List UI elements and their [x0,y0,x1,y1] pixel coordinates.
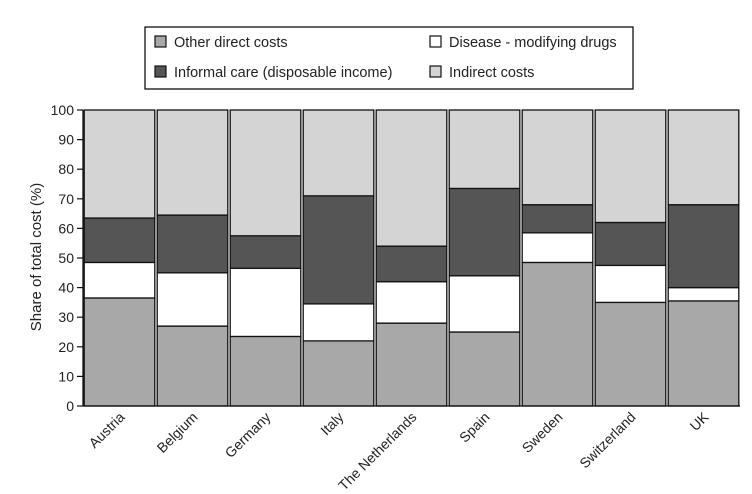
legend: Other direct costs Disease - modifying dr… [144,26,634,90]
bar-spain-informal-care-disposable-income [448,187,521,277]
bar-uk-disease-modifying-drugs [667,286,740,302]
y-tick-label-30: 30 [58,309,74,325]
y-axis-title: Share of total cost (%) [28,183,45,331]
y-tick-label-40: 40 [58,280,74,296]
legend-box [144,26,634,90]
bar-switzerland-disease-modifying-drugs [594,264,667,304]
bar-the-netherlands-other-direct-costs [375,322,448,407]
bar-germany-informal-care-disposable-income [229,235,302,270]
bar-uk-indirect-costs [667,109,740,206]
y-tick-label-80: 80 [58,161,74,177]
bar-group-the-netherlands [375,109,448,407]
bar-belgium-disease-modifying-drugs [156,272,229,327]
x-tick-label-italy: Italy [317,409,346,438]
plot-area [83,109,740,407]
x-tick-label-sweden: Sweden [519,409,566,456]
bar-sweden-other-direct-costs [521,261,594,407]
bar-uk-other-direct-costs [667,300,740,407]
bar-group-germany [229,109,302,407]
y-tick-label-50: 50 [58,250,74,266]
legend-swatch-other-direct-costs [154,35,167,48]
bar-switzerland-other-direct-costs [594,301,667,407]
bar-switzerland-informal-care-disposable-income [594,221,667,267]
bar-austria-indirect-costs [83,109,156,219]
legend-swatch-disease-modifying-drugs [429,35,442,48]
bar-group-austria [83,109,156,407]
bar-germany-disease-modifying-drugs [229,267,302,338]
bar-sweden-disease-modifying-drugs [521,232,594,264]
x-tick-label-germany: Germany [222,409,274,461]
legend-label-disease-modifying-drugs: Disease - modifying drugs [449,35,617,51]
x-tick-label-austria: Austria [85,409,127,451]
bar-group-belgium [156,109,229,407]
y-tick-label-0: 0 [66,398,74,414]
bar-germany-other-direct-costs [229,335,302,407]
legend-label-other-direct-costs: Other direct costs [174,35,288,51]
bar-switzerland-indirect-costs [594,109,667,224]
bar-austria-disease-modifying-drugs [83,261,156,299]
bar-group-spain [448,109,521,407]
x-tick-label-switzerland: Switzerland [576,409,638,471]
bar-belgium-informal-care-disposable-income [156,214,229,274]
x-tick-label-uk: UK [687,408,713,434]
legend-label-informal-care-disposable-income: Informal care (disposable income) [174,65,392,81]
bar-germany-indirect-costs [229,109,302,237]
bar-spain-other-direct-costs [448,331,521,407]
bar-italy-indirect-costs [302,109,375,197]
legend-label-indirect-costs: Indirect costs [449,65,534,81]
bar-italy-other-direct-costs [302,340,375,407]
bar-group-sweden [521,109,594,407]
bar-austria-other-direct-costs [83,297,156,407]
bar-sweden-indirect-costs [521,109,594,206]
bar-italy-disease-modifying-drugs [302,303,375,342]
y-tick-label-10: 10 [58,368,74,384]
bar-group-switzerland [594,109,667,407]
y-tick-label-20: 20 [58,339,74,355]
x-tick-label-belgium: Belgium [154,409,201,456]
bar-the-netherlands-indirect-costs [375,109,448,247]
y-axis: 0 10 20 30 40 50 60 70 80 90 100 [51,102,84,414]
bar-the-netherlands-disease-modifying-drugs [375,281,448,324]
x-tick-label-the-netherlands: The Netherlands [335,409,420,494]
legend-swatch-informal-care-disposable-income [154,65,167,78]
legend-swatch-indirect-costs [429,65,442,78]
bar-spain-indirect-costs [448,109,521,190]
bar-uk-informal-care-disposable-income [667,204,740,289]
bar-austria-informal-care-disposable-income [83,217,156,264]
y-tick-label-60: 60 [58,220,74,236]
bar-the-netherlands-informal-care-disposable-income [375,245,448,283]
bar-group-uk [667,109,740,407]
bar-sweden-informal-care-disposable-income [521,204,594,234]
x-tick-label-spain: Spain [456,409,493,446]
y-tick-label-90: 90 [58,132,74,148]
bar-belgium-indirect-costs [156,109,229,216]
bar-spain-disease-modifying-drugs [448,275,521,333]
bar-italy-informal-care-disposable-income [302,195,375,305]
y-tick-label-100: 100 [51,102,75,118]
bar-group-italy [302,109,375,407]
y-tick-label-70: 70 [58,191,74,207]
bar-belgium-other-direct-costs [156,325,229,407]
